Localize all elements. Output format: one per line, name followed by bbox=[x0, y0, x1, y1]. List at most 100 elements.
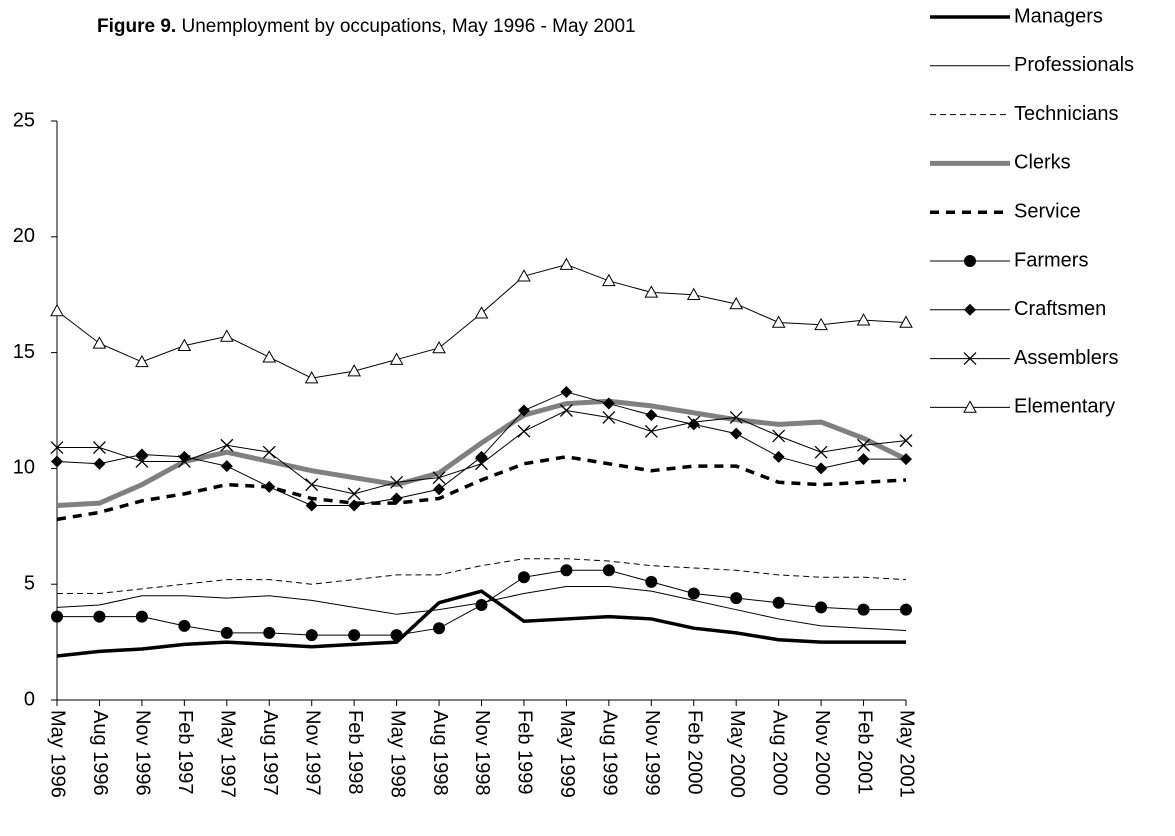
y-tick-label: 25 bbox=[13, 109, 35, 131]
legend-label: Farmers bbox=[1014, 249, 1088, 271]
marker bbox=[815, 462, 828, 475]
x-tick-label: Aug 1998 bbox=[429, 710, 451, 796]
marker bbox=[517, 269, 531, 282]
marker bbox=[475, 599, 488, 612]
marker bbox=[92, 441, 106, 455]
marker bbox=[348, 499, 361, 512]
marker bbox=[92, 336, 107, 349]
marker bbox=[475, 457, 488, 471]
marker bbox=[305, 478, 319, 492]
marker bbox=[815, 601, 828, 614]
title-text: Unemployment by occupations, May 1996 - … bbox=[181, 16, 635, 37]
marker bbox=[963, 400, 977, 413]
x-tick-label: Aug 1996 bbox=[89, 710, 111, 796]
marker bbox=[602, 410, 616, 424]
marker bbox=[517, 424, 531, 438]
marker bbox=[645, 575, 658, 588]
marker bbox=[602, 273, 616, 287]
marker bbox=[177, 454, 191, 468]
marker bbox=[559, 257, 574, 270]
marker bbox=[93, 610, 106, 623]
legend-label: Elementary bbox=[1014, 396, 1115, 418]
x-tick-label: Nov 2000 bbox=[811, 710, 833, 796]
marker bbox=[305, 629, 318, 642]
marker bbox=[857, 603, 870, 616]
marker bbox=[389, 352, 404, 365]
marker bbox=[772, 596, 785, 609]
marker bbox=[560, 564, 573, 577]
marker bbox=[771, 315, 786, 328]
y-tick-label: 5 bbox=[24, 572, 35, 594]
x-tick-label: May 2000 bbox=[726, 710, 748, 798]
marker bbox=[347, 487, 361, 501]
x-tick-label: Aug 2000 bbox=[768, 710, 790, 796]
marker bbox=[814, 317, 828, 331]
marker bbox=[517, 571, 530, 584]
x-tick-label: May 2001 bbox=[896, 710, 918, 798]
x-tick-label: Nov 1999 bbox=[641, 710, 663, 796]
marker bbox=[772, 450, 785, 463]
marker bbox=[262, 445, 276, 459]
x-tick-label: May 1998 bbox=[386, 710, 408, 798]
x-tick-label: Nov 1997 bbox=[301, 710, 323, 796]
marker bbox=[51, 455, 63, 468]
marker bbox=[729, 410, 743, 424]
marker bbox=[730, 427, 743, 440]
marker bbox=[304, 371, 319, 384]
x-tick-label: Feb 2001 bbox=[853, 710, 875, 795]
marker bbox=[687, 418, 700, 431]
y-tick-label: 20 bbox=[13, 225, 35, 247]
x-tick-label: Feb 1999 bbox=[514, 710, 536, 795]
marker bbox=[899, 315, 913, 328]
marker bbox=[687, 415, 701, 429]
marker bbox=[135, 454, 149, 468]
marker bbox=[177, 338, 192, 351]
marker bbox=[964, 255, 976, 267]
marker bbox=[856, 313, 871, 326]
marker bbox=[135, 610, 148, 623]
marker bbox=[93, 457, 106, 470]
legend-label: Assemblers bbox=[1014, 347, 1118, 369]
marker bbox=[220, 626, 233, 639]
marker bbox=[517, 404, 530, 417]
marker bbox=[474, 306, 489, 319]
marker bbox=[432, 340, 446, 354]
legend-label: Service bbox=[1014, 200, 1081, 222]
y-tick-label: 15 bbox=[13, 341, 35, 363]
legend-label: Craftsmen bbox=[1014, 298, 1106, 320]
marker bbox=[263, 480, 276, 493]
marker bbox=[772, 429, 786, 443]
marker bbox=[963, 352, 977, 366]
marker bbox=[433, 483, 446, 496]
x-tick-label: Aug 1997 bbox=[259, 710, 281, 796]
marker bbox=[262, 350, 277, 363]
figure-label: Figure 9. bbox=[97, 16, 176, 37]
marker bbox=[347, 364, 361, 377]
marker bbox=[602, 564, 615, 577]
legend-label: Managers bbox=[1014, 5, 1103, 27]
marker bbox=[220, 438, 234, 452]
marker bbox=[178, 619, 191, 632]
series-line bbox=[56, 398, 908, 508]
marker bbox=[220, 460, 233, 473]
marker bbox=[686, 287, 701, 300]
x-tick-label: Feb 2000 bbox=[683, 710, 705, 795]
x-tick-label: Aug 1999 bbox=[599, 710, 621, 796]
x-tick-label: Feb 1998 bbox=[344, 710, 366, 795]
marker bbox=[900, 453, 912, 466]
x-tick-label: Feb 1997 bbox=[174, 710, 196, 795]
marker bbox=[687, 587, 700, 600]
x-tick-label: Nov 1998 bbox=[471, 710, 493, 796]
marker bbox=[730, 592, 743, 605]
marker bbox=[390, 492, 403, 505]
marker bbox=[644, 285, 659, 298]
marker bbox=[900, 603, 912, 616]
marker bbox=[390, 629, 403, 642]
x-tick-label: May 1996 bbox=[47, 710, 69, 798]
marker bbox=[857, 438, 871, 452]
marker bbox=[263, 626, 276, 639]
series-line bbox=[56, 455, 907, 522]
marker bbox=[390, 475, 404, 489]
x-tick-label: May 1997 bbox=[217, 710, 239, 798]
marker bbox=[645, 409, 658, 422]
